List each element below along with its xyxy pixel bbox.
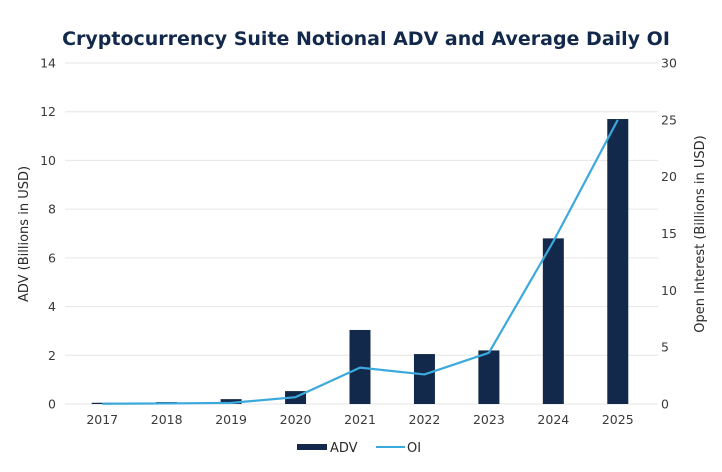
oi-line-group: [102, 119, 619, 405]
y-tick-label-right: 20: [661, 169, 677, 184]
adv-bar: [220, 399, 242, 404]
x-tick-label: 2021: [344, 412, 376, 427]
x-tick-label: 2017: [86, 412, 118, 427]
legend: ADV OI: [297, 441, 421, 456]
legend-swatch-adv: [297, 444, 327, 450]
x-tick-label: 2020: [280, 412, 312, 427]
y-tick-label-left: 14: [40, 56, 56, 71]
adv-bar: [542, 238, 564, 404]
x-axis-ticks: 2017 2018 2019 2020 2021 2022 2023 2024 2025: [86, 412, 633, 427]
y-tick-label-left: 4: [48, 299, 56, 314]
chart-title: Cryptocurrency Suite Notional ADV and Av…: [62, 28, 670, 50]
x-tick-label: 2018: [151, 412, 183, 427]
y-axis-left-label: ADV (Billions in USD): [17, 166, 32, 302]
x-tick-label: 2024: [537, 412, 569, 427]
y-tick-label-left: 0: [48, 397, 56, 412]
y-axis-right-ticks: 0 5 10 15 20 25 30: [661, 56, 677, 412]
adv-bar: [607, 119, 629, 405]
y-tick-label-right: 10: [661, 283, 677, 298]
y-tick-label-right: 30: [661, 56, 677, 71]
adv-bar: [478, 350, 500, 404]
y-tick-label-left: 8: [48, 202, 56, 217]
y-tick-label-right: 5: [661, 340, 669, 355]
adv-bar: [413, 354, 435, 404]
y-tick-label-left: 12: [40, 104, 56, 119]
y-axis-left-ticks: 0 2 4 6 8 10 12 14: [40, 56, 56, 412]
legend-label-oi: OI: [407, 441, 421, 456]
x-tick-label: 2022: [409, 412, 441, 427]
y-tick-label-left: 10: [40, 153, 56, 168]
gridlines: [65, 62, 658, 405]
adv-bars: [91, 119, 629, 405]
y-tick-label-right: 0: [661, 397, 669, 412]
x-tick-label: 2025: [602, 412, 634, 427]
legend-label-adv: ADV: [330, 441, 358, 456]
y-tick-label-left: 6: [48, 250, 56, 265]
x-tick-label: 2019: [215, 412, 247, 427]
y-tick-label-right: 15: [661, 226, 677, 241]
y-tick-label-left: 2: [48, 348, 56, 363]
x-tick-label: 2023: [473, 412, 505, 427]
y-axis-right-label: Open Interest (Billions in USD): [693, 135, 708, 332]
y-tick-label-right: 25: [661, 112, 677, 127]
